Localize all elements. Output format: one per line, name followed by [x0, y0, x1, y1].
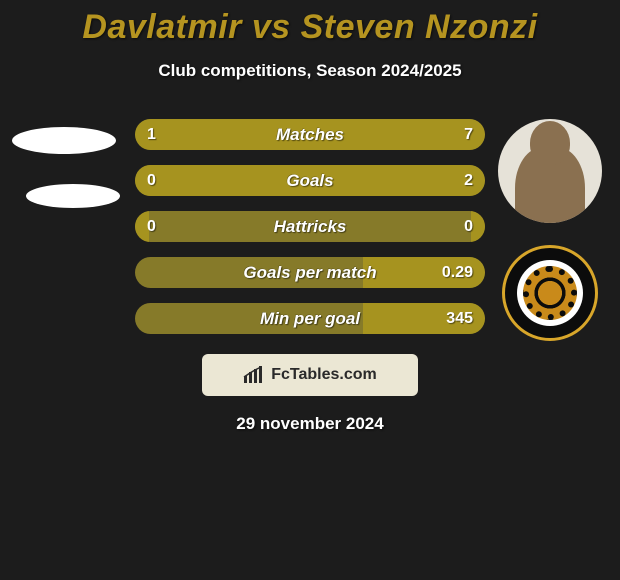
- stats-area: 17Matches 02Goals 00Hattricks 0.29Goals per…: [0, 119, 620, 334]
- bar-label: Matches: [135, 119, 485, 150]
- stat-bar: 17Matches: [135, 119, 485, 150]
- left-column: [4, 119, 124, 208]
- right-column: [490, 119, 610, 341]
- player1-club-placeholder: [26, 184, 120, 208]
- player2-club-badge: [502, 245, 598, 341]
- bar-label: Min per goal: [135, 303, 485, 334]
- branding-badge: FcTables.com: [202, 354, 418, 396]
- branding-text: FcTables.com: [271, 366, 377, 384]
- stat-bars: 17Matches 02Goals 00Hattricks 0.29Goals per…: [135, 119, 485, 334]
- stat-bar: 0.29Goals per match: [135, 257, 485, 288]
- bar-label: Hattricks: [135, 211, 485, 242]
- player2-photo: [498, 119, 602, 223]
- stat-bar: 00Hattricks: [135, 211, 485, 242]
- bar-label: Goals: [135, 165, 485, 196]
- chart-icon: [243, 366, 265, 384]
- person-icon: [515, 147, 585, 223]
- stat-bar: 02Goals: [135, 165, 485, 196]
- bar-label: Goals per match: [135, 257, 485, 288]
- player1-photo-placeholder: [12, 127, 116, 154]
- date-text: 29 november 2024: [0, 414, 620, 434]
- page-title: Davlatmir vs Steven Nzonzi: [0, 0, 620, 47]
- subtitle: Club competitions, Season 2024/2025: [0, 61, 620, 81]
- stat-bar: 345Min per goal: [135, 303, 485, 334]
